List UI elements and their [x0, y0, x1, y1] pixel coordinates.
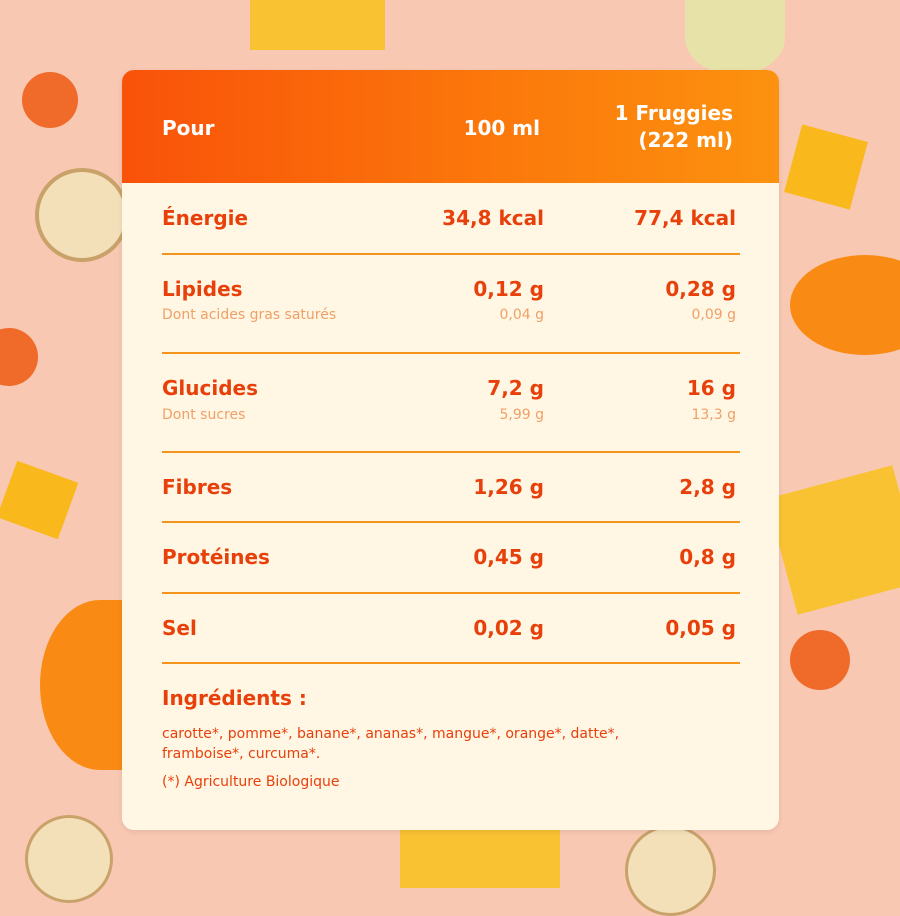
divider	[162, 451, 740, 453]
mango-piece-image	[784, 124, 868, 210]
carrot-slice-image	[0, 328, 38, 386]
carrot-slice-image	[790, 630, 850, 690]
sub-value-per-serving: 13,3 g	[691, 407, 736, 423]
value-per-serving: 2,8 g	[679, 475, 736, 499]
value-per-100ml: 7,2 g	[487, 376, 544, 400]
nutrition-card: Pour 100 ml 1 Fruggies (222 ml) Énergie …	[122, 70, 779, 830]
divider	[162, 253, 740, 255]
pineapple-image	[766, 465, 900, 615]
header-col-pour: Pour	[162, 116, 215, 140]
value-per-100ml: 0,45 g	[473, 545, 544, 569]
value-per-serving: 0,8 g	[679, 545, 736, 569]
divider	[162, 352, 740, 354]
divider	[162, 592, 740, 594]
table-header: Pour 100 ml 1 Fruggies (222 ml)	[122, 70, 779, 183]
value-per-100ml: 0,02 g	[473, 616, 544, 640]
header-col-serving: 1 Fruggies (222 ml)	[615, 100, 733, 154]
sub-label: Dont acides gras saturés	[162, 307, 337, 323]
pineapple-image	[250, 0, 385, 50]
value-per-serving: 0,28 g	[665, 277, 736, 301]
sub-value-per-100ml: 5,99 g	[499, 407, 544, 423]
row-label: Glucides	[162, 376, 259, 400]
value-per-100ml: 1,26 g	[473, 475, 544, 499]
value-per-serving: 16 g	[686, 376, 736, 400]
carrot-slice-image	[22, 72, 78, 128]
mango-piece-image	[0, 460, 79, 540]
header-serving-line1: 1 Fruggies	[614, 101, 733, 125]
row-label: Lipides	[162, 277, 243, 301]
value-per-serving: 77,4 kcal	[634, 206, 736, 230]
value-per-serving: 0,05 g	[665, 616, 736, 640]
sub-value-per-serving: 0,09 g	[691, 307, 736, 323]
divider	[162, 521, 740, 523]
banana-slice-image	[35, 168, 129, 262]
banana-slice-image	[25, 815, 113, 903]
orange-slice-image	[790, 255, 900, 355]
ingredients-title: Ingrédients :	[162, 686, 307, 710]
header-serving-line2: (222 ml)	[638, 128, 733, 152]
header-col-100ml: 100 ml	[463, 116, 540, 140]
row-label: Protéines	[162, 545, 270, 569]
value-per-100ml: 34,8 kcal	[442, 206, 544, 230]
row-label: Fibres	[162, 475, 233, 499]
ingredients-list: carotte*, pomme*, banane*, ananas*, mang…	[162, 726, 620, 762]
apple-image	[685, 0, 785, 75]
banana-slice-image	[625, 825, 716, 916]
row-label: Sel	[162, 616, 197, 640]
organic-note: (*) Agriculture Biologique	[162, 774, 340, 790]
value-per-100ml: 0,12 g	[473, 277, 544, 301]
row-label: Énergie	[162, 206, 249, 230]
sub-label: Dont sucres	[162, 407, 246, 423]
divider	[162, 662, 740, 664]
sub-value-per-100ml: 0,04 g	[499, 307, 544, 323]
pineapple-image	[400, 828, 560, 888]
